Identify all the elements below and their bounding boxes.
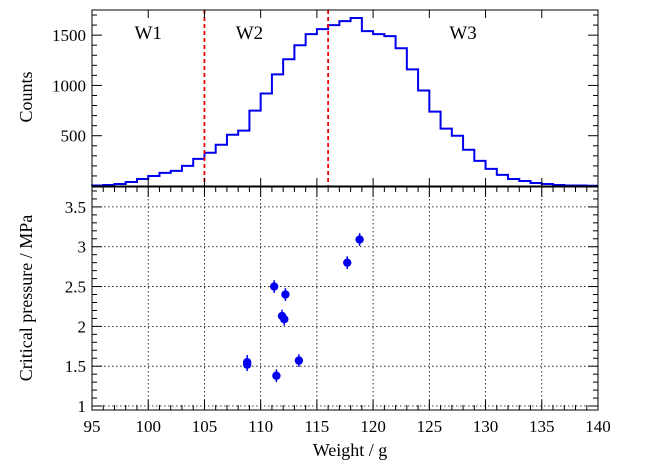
scatter-y-tick-label: 3 <box>78 238 87 257</box>
data-point-3 <box>269 282 279 291</box>
scatter-x-tick-label: 115 <box>304 417 329 436</box>
scatter-y-tick-label: 1.5 <box>65 357 86 376</box>
scatter-x-tick-label: 140 <box>585 417 611 436</box>
histogram-frame <box>91 9 599 187</box>
scatter-x-tick-label: 130 <box>473 417 499 436</box>
histogram-y-tick-label: 1500 <box>52 26 86 45</box>
scatter-x-tick-label: 125 <box>417 417 443 436</box>
histogram-y-tick-label: 500 <box>61 127 87 146</box>
scatter-y-tick-label: 3.5 <box>65 198 86 217</box>
scatter-panel: 1 1.5 2 2.5 3 3.5 95 100 105 110 115 120 125 130 135 14… <box>65 186 611 436</box>
data-point-8 <box>294 356 304 365</box>
data-point-4 <box>272 371 281 380</box>
data-point-2 <box>242 360 252 369</box>
scatter-x-tick-label: 135 <box>529 417 555 436</box>
scatter-x-tick-label: 95 <box>84 417 101 436</box>
data-point-7 <box>281 290 290 299</box>
scatter-x-tick-label: 105 <box>192 417 218 436</box>
window-label-w2: W2 <box>236 23 263 44</box>
histogram-panel: 500 1000 1500 W1 W2 W3 <box>52 9 599 187</box>
scatter-x-axis-title: Weight / g <box>313 440 388 460</box>
scatter-x-tick-label: 100 <box>135 417 161 436</box>
scatter-x-tick-label: 110 <box>248 417 273 436</box>
window-label-w3: W3 <box>449 23 476 44</box>
scatter-x-tick-label: 120 <box>360 417 386 436</box>
histogram-y-axis-title: Counts <box>16 71 36 122</box>
histogram-y-tick-label: 1000 <box>52 76 86 95</box>
scatter-y-tick-label: 2.5 <box>65 278 86 297</box>
scatter-frame <box>91 186 599 411</box>
scatter-y-tick-label: 1 <box>78 397 87 416</box>
data-point-6 <box>280 315 289 324</box>
scatter-y-axis-title: Critical pressure / MPa <box>16 215 36 381</box>
histogram-line <box>91 17 598 187</box>
window-label-w1: W1 <box>135 23 162 44</box>
data-point-9 <box>343 258 352 267</box>
scatter-y-tick-label: 2 <box>78 317 87 336</box>
data-point-10 <box>355 235 364 244</box>
